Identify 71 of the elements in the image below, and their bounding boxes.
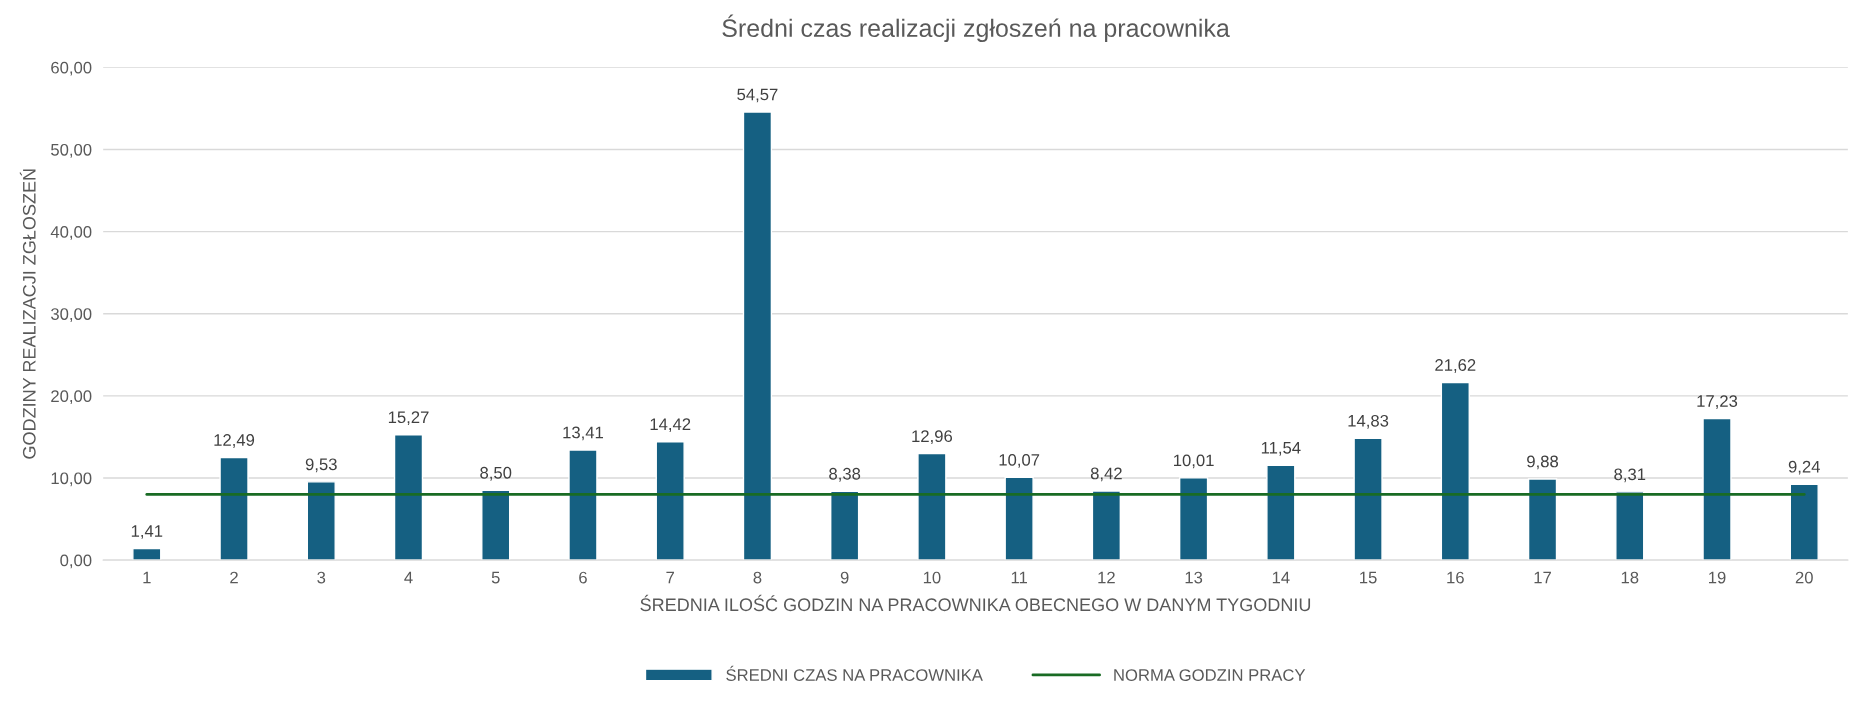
- data-label: 13,41: [563, 426, 604, 441]
- bar: [1091, 490, 1122, 561]
- x-tick-label: 17: [1534, 571, 1551, 584]
- data-label: 12,49: [214, 434, 255, 448]
- data-label: 8,42: [1090, 467, 1122, 482]
- bar: [830, 490, 860, 561]
- data-label: 9,24: [1788, 460, 1820, 475]
- bar: [219, 456, 249, 561]
- data-label: 8,31: [1614, 468, 1646, 483]
- bar: [1178, 477, 1209, 561]
- x-tick-label: 10: [923, 571, 941, 584]
- data-label: 54,57: [737, 88, 778, 103]
- x-tick-label: 9: [840, 571, 849, 584]
- y-tick-label: 20,00: [51, 390, 92, 405]
- bar: [1702, 417, 1732, 561]
- y-tick-label: 40,00: [50, 226, 92, 240]
- data-label: 1,41: [131, 525, 163, 539]
- bar: [568, 449, 598, 561]
- x-axis-title: ŚREDNIA ILOŚĆ GODZIN NA PRACOWNIKA OBECNEGO W DANYM TYGODNIU: [640, 594, 1311, 612]
- x-tick-label: 14: [1272, 571, 1290, 584]
- x-tick-label: 11: [1011, 571, 1027, 584]
- bar: [1440, 381, 1470, 561]
- x-tick-label: 15: [1360, 571, 1377, 584]
- data-label: 12,96: [912, 430, 953, 445]
- bar: [481, 489, 511, 561]
- y-tick-label: 60,00: [51, 61, 92, 76]
- data-label: 9,88: [1527, 455, 1559, 470]
- x-tick-label: 1: [143, 571, 151, 584]
- bar: [1266, 464, 1296, 561]
- bar: [1353, 437, 1383, 561]
- y-tick-label: 10,00: [51, 472, 92, 487]
- bar: [306, 481, 336, 561]
- bar: [655, 440, 685, 561]
- y-axis-title: GODZINY REALIZACJI ZGŁOSZEŃ: [19, 169, 36, 459]
- legend-label: ŚREDNI CZAS NA PRACOWNIKA: [726, 665, 983, 681]
- x-tick-label: 18: [1621, 571, 1639, 584]
- x-tick-label: 13: [1185, 571, 1203, 584]
- data-label: 17,23: [1697, 395, 1738, 409]
- legend-label: NORMA GODZIN PRACY: [1114, 669, 1306, 681]
- bar: [917, 452, 947, 561]
- x-tick-label: 8: [753, 571, 762, 584]
- x-tick-label: 5: [491, 571, 500, 584]
- x-tick-label: 4: [404, 571, 413, 584]
- data-label: 10,07: [999, 453, 1040, 468]
- x-tick-label: 12: [1098, 571, 1115, 584]
- y-tick-label: 30,00: [51, 308, 92, 322]
- data-label: 11,54: [1261, 442, 1301, 456]
- x-tick-label: 19: [1709, 571, 1726, 584]
- bar: [1527, 478, 1558, 561]
- bar: [1004, 476, 1034, 561]
- chart-title: Średni czas realizacji zgłoszeń na pracownika: [722, 14, 1230, 42]
- x-tick-label: 16: [1447, 571, 1464, 584]
- data-label: 8,38: [829, 467, 861, 482]
- data-label: 8,50: [480, 466, 512, 481]
- y-tick-label: 50,00: [51, 143, 92, 158]
- data-label: 9,53: [305, 458, 337, 473]
- x-tick-label: 6: [579, 571, 587, 584]
- x-tick-label: 2: [230, 571, 238, 584]
- bar: [1615, 491, 1645, 561]
- data-label: 10,01: [1174, 454, 1214, 469]
- x-tick-label: 20: [1795, 571, 1813, 584]
- y-tick-label: 0,00: [60, 554, 92, 569]
- data-label: 14,42: [650, 418, 691, 433]
- data-label: 15,27: [388, 411, 429, 426]
- data-label: 14,83: [1348, 414, 1389, 429]
- bar: [742, 111, 773, 561]
- data-label: 21,62: [1435, 359, 1476, 373]
- bar: [393, 434, 424, 561]
- bar: [1789, 483, 1819, 561]
- x-tick-label: 3: [317, 571, 326, 584]
- x-tick-label: 7: [666, 571, 674, 584]
